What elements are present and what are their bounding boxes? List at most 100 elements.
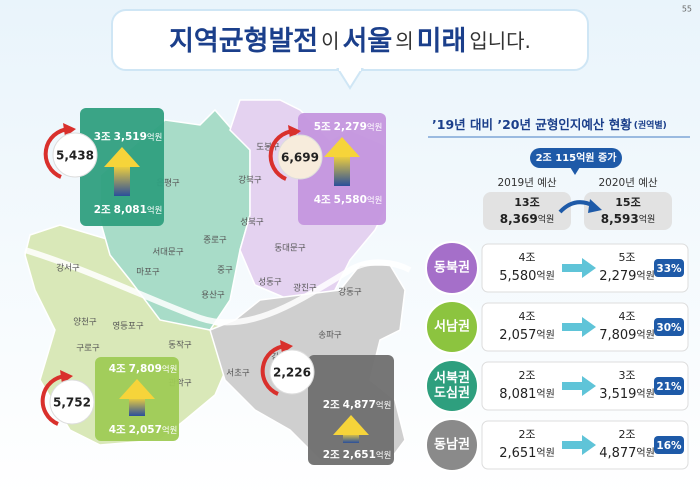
district-label: 동대문구 <box>274 244 305 254</box>
row-eok-part: 억원 <box>536 270 554 282</box>
panel-title: ’19년 대비 ’20년 균형인지예산 현황 (권역별) <box>432 117 667 132</box>
callout-2020: 2조 4,877억원 <box>323 399 392 411</box>
panel-title-part: ’19년 대비 ’20년 균형인지예산 현황 <box>432 117 632 132</box>
row-jo: 4조 <box>518 310 535 323</box>
rate-badge <box>654 318 684 336</box>
region-name: 동남권 <box>434 437 470 453</box>
region-name: 서남권 <box>434 319 470 335</box>
panel-title-part: (권역별) <box>634 119 667 131</box>
title-part: 지역균형발전 <box>169 26 318 57</box>
row-eok: 2,279억원 <box>599 269 655 284</box>
callout-2019-part: 억원 <box>147 205 162 215</box>
row-eok-part: 2,279 <box>599 269 636 284</box>
title-part: 서울 <box>343 26 393 57</box>
row-eok-part: 2,651 <box>499 446 536 461</box>
region-circle <box>425 300 479 354</box>
arrow-head <box>324 137 360 157</box>
callout-2019-part: 억원 <box>162 425 177 435</box>
row-eok-part: 억원 <box>536 329 554 341</box>
row-eok: 4,877억원 <box>599 446 655 461</box>
total-eok-part: 억원 <box>538 213 555 225</box>
callout-2020-part: 4,877 <box>343 399 376 411</box>
callout-2020-part: 억원 <box>147 132 162 142</box>
title-part: 미래 <box>417 26 467 57</box>
district-label: 관악구 <box>168 378 192 389</box>
increase-circle <box>49 379 95 425</box>
row-jo: 2조 <box>518 369 535 382</box>
callout-2020-part: 억원 <box>162 364 177 374</box>
increase-value: 2,226 <box>273 366 311 380</box>
district-label: 서대문구 <box>152 248 183 258</box>
increase-arc-head <box>60 370 73 384</box>
arrow-shaft <box>114 165 130 196</box>
district-label: 도봉구 <box>256 143 280 153</box>
increase-circle <box>269 349 315 395</box>
increase-arc <box>268 129 295 181</box>
rate: 33% <box>656 263 682 275</box>
callout-2019: 4조 2,057억원 <box>109 424 178 436</box>
callout-2019: 2조 2,651억원 <box>323 449 392 461</box>
title: 지역균형발전 이 서울 의 미래 입니다. <box>169 26 531 57</box>
total-eok-part: 8,369 <box>500 212 538 226</box>
callout-box <box>308 355 394 465</box>
callout-2019-part: 억원 <box>376 450 391 460</box>
callout-2020: 5조 2,279억원 <box>314 121 383 133</box>
callout-2020-part: 억원 <box>367 122 382 132</box>
district-label: 중구 <box>217 266 233 276</box>
callout-2019-part: 4조 <box>314 194 331 206</box>
increase-arc <box>43 127 70 179</box>
district-label: 강서구 <box>56 263 80 274</box>
row-arrow <box>562 258 596 278</box>
district-label: 송파구 <box>318 331 342 341</box>
rate-badge <box>654 377 684 395</box>
increase-pill-pointer <box>570 167 580 175</box>
total-eok: 8,593억원 <box>601 212 656 226</box>
arrow-shaft <box>343 433 359 443</box>
row-jo: 5조 <box>618 251 635 264</box>
callout-2019-part: 8,081 <box>114 204 147 216</box>
rate: 21% <box>656 381 682 393</box>
row-eok: 2,651억원 <box>499 446 555 461</box>
row-eok: 5,580억원 <box>499 269 555 284</box>
district-label: 성동구 <box>258 278 282 288</box>
callout-2019: 2조 8,081억원 <box>94 204 163 216</box>
increase-label: 2조 115억원 증가 <box>536 151 618 164</box>
title-part: 입니다. <box>469 29 531 53</box>
region-name: 서북권 <box>434 371 470 386</box>
callout-2020-part: 3조 <box>94 131 111 143</box>
callout-2019-part: 5,580 <box>334 194 367 206</box>
rate-badge <box>654 259 684 277</box>
region-name: 도심권 <box>434 385 470 401</box>
district-label: 성북구 <box>240 218 264 228</box>
district-label: 강북구 <box>238 175 262 186</box>
callout-2020-part: 7,809 <box>129 363 162 375</box>
callout-2020: 3조 3,519억원 <box>94 131 163 143</box>
callout-2019-part: 4조 <box>109 424 126 436</box>
arrow-shaft <box>334 155 350 186</box>
row-eok-part: 8,081 <box>499 387 536 402</box>
increase-arc-head <box>63 123 76 137</box>
district-label: 강동구 <box>338 287 362 298</box>
panel: ’19년 대비 ’20년 균형인지예산 현황 (권역별) 2조 115억원 증가 20… <box>425 117 690 472</box>
row-eok-part: 억원 <box>636 388 654 400</box>
total-jo: 13조 <box>514 196 539 209</box>
increase-arc-head <box>288 125 301 139</box>
district-label: 광진구 <box>293 283 317 294</box>
increase-circle <box>52 132 98 178</box>
region-name: 동북권 <box>434 261 470 276</box>
row-eok-part: 7,809 <box>599 328 636 343</box>
district-label: 구로구 <box>76 344 100 354</box>
arrow-head <box>104 147 140 167</box>
total-eok: 8,369억원 <box>500 212 555 226</box>
row-eok: 2,057억원 <box>499 328 555 343</box>
callout-2020-part: 3,519 <box>114 131 147 143</box>
callout-2020: 4조 7,809억원 <box>109 363 178 375</box>
region-circle <box>425 241 479 295</box>
increase-value: 6,699 <box>281 151 319 165</box>
callout-2019-part: 2조 <box>323 449 340 461</box>
increase-value: 5,438 <box>56 149 94 163</box>
arrow-head <box>333 415 369 435</box>
callout-2020-part: 2조 <box>323 399 340 411</box>
row-jo: 2조 <box>518 428 535 441</box>
